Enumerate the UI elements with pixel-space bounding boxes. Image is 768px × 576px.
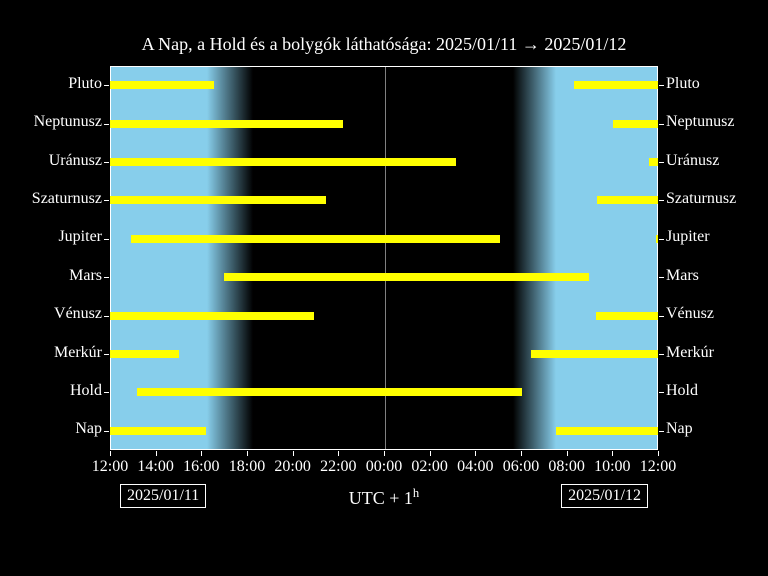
visibility-bar bbox=[531, 350, 658, 358]
xtick-label: 20:00 bbox=[274, 458, 310, 476]
ytick bbox=[104, 277, 109, 278]
body-label-left: Pluto bbox=[68, 75, 102, 93]
xtick bbox=[338, 451, 339, 456]
xtick-label: 00:00 bbox=[366, 458, 402, 476]
ytick bbox=[104, 316, 109, 317]
ytick bbox=[104, 431, 109, 432]
xtick-label: 08:00 bbox=[548, 458, 584, 476]
chart-title: A Nap, a Hold és a bolygók láthatósága: … bbox=[0, 34, 768, 55]
visibility-bar bbox=[110, 120, 343, 128]
body-label-right: Neptunusz bbox=[666, 113, 734, 131]
body-label-right: Uránusz bbox=[666, 152, 719, 170]
visibility-bar bbox=[110, 81, 214, 89]
ytick bbox=[104, 162, 109, 163]
ytick bbox=[104, 354, 109, 355]
xtick bbox=[110, 451, 111, 456]
xtick-label: 06:00 bbox=[503, 458, 539, 476]
body-label-right: Hold bbox=[666, 382, 698, 400]
ytick bbox=[659, 354, 664, 355]
ytick bbox=[659, 85, 664, 86]
ytick bbox=[659, 200, 664, 201]
visibility-bar bbox=[224, 273, 589, 281]
visibility-bar bbox=[656, 235, 658, 243]
xtick-label: 14:00 bbox=[137, 458, 173, 476]
xtick-label: 02:00 bbox=[411, 458, 447, 476]
body-label-right: Nap bbox=[666, 420, 693, 438]
ytick bbox=[659, 316, 664, 317]
body-label-right: Pluto bbox=[666, 75, 700, 93]
ytick bbox=[659, 162, 664, 163]
xtick bbox=[430, 451, 431, 456]
body-label-left: Mars bbox=[69, 267, 102, 285]
ytick bbox=[659, 277, 664, 278]
xtick bbox=[156, 451, 157, 456]
visibility-bar bbox=[110, 158, 456, 166]
visibility-bar bbox=[110, 350, 179, 358]
xtick-label: 10:00 bbox=[594, 458, 630, 476]
x-axis-label: UTC + 1h bbox=[0, 486, 768, 509]
visibility-bar bbox=[596, 312, 658, 320]
body-label-right: Merkúr bbox=[666, 344, 714, 362]
body-label-right: Mars bbox=[666, 267, 699, 285]
xtick bbox=[567, 451, 568, 456]
xtick-label: 22:00 bbox=[320, 458, 356, 476]
body-label-left: Szaturnusz bbox=[32, 190, 102, 208]
xtick bbox=[612, 451, 613, 456]
xtick bbox=[201, 451, 202, 456]
visibility-bar bbox=[110, 312, 314, 320]
ytick bbox=[104, 392, 109, 393]
body-label-right: Jupiter bbox=[666, 228, 710, 246]
ytick bbox=[104, 200, 109, 201]
body-label-right: Vénusz bbox=[666, 305, 714, 323]
xtick bbox=[247, 451, 248, 456]
visibility-bar bbox=[110, 196, 326, 204]
body-label-left: Uránusz bbox=[49, 152, 102, 170]
ytick bbox=[104, 124, 109, 125]
visibility-bar bbox=[137, 388, 522, 396]
visibility-bar bbox=[597, 196, 658, 204]
visibility-bar bbox=[649, 158, 658, 166]
xtick bbox=[658, 451, 659, 456]
ytick bbox=[659, 124, 664, 125]
body-label-right: Szaturnusz bbox=[666, 190, 736, 208]
xtick bbox=[293, 451, 294, 456]
ytick bbox=[659, 431, 664, 432]
xtick-label: 12:00 bbox=[640, 458, 676, 476]
ytick bbox=[659, 239, 664, 240]
xtick bbox=[475, 451, 476, 456]
body-label-left: Vénusz bbox=[54, 305, 102, 323]
body-label-left: Jupiter bbox=[58, 228, 102, 246]
xtick-label: 16:00 bbox=[183, 458, 219, 476]
visibility-bar bbox=[131, 235, 501, 243]
visibility-bar bbox=[574, 81, 658, 89]
body-label-left: Merkúr bbox=[54, 344, 102, 362]
visibility-bar bbox=[556, 427, 658, 435]
visibility-bar bbox=[110, 427, 206, 435]
body-label-left: Nap bbox=[75, 420, 102, 438]
xtick-label: 12:00 bbox=[92, 458, 128, 476]
xtick-label: 18:00 bbox=[229, 458, 265, 476]
ytick bbox=[104, 239, 109, 240]
xtick-label: 04:00 bbox=[457, 458, 493, 476]
xtick bbox=[521, 451, 522, 456]
ytick bbox=[659, 392, 664, 393]
xtick bbox=[384, 451, 385, 456]
visibility-bar bbox=[613, 120, 658, 128]
body-label-left: Neptunusz bbox=[34, 113, 102, 131]
ytick bbox=[104, 85, 109, 86]
body-label-left: Hold bbox=[70, 382, 102, 400]
